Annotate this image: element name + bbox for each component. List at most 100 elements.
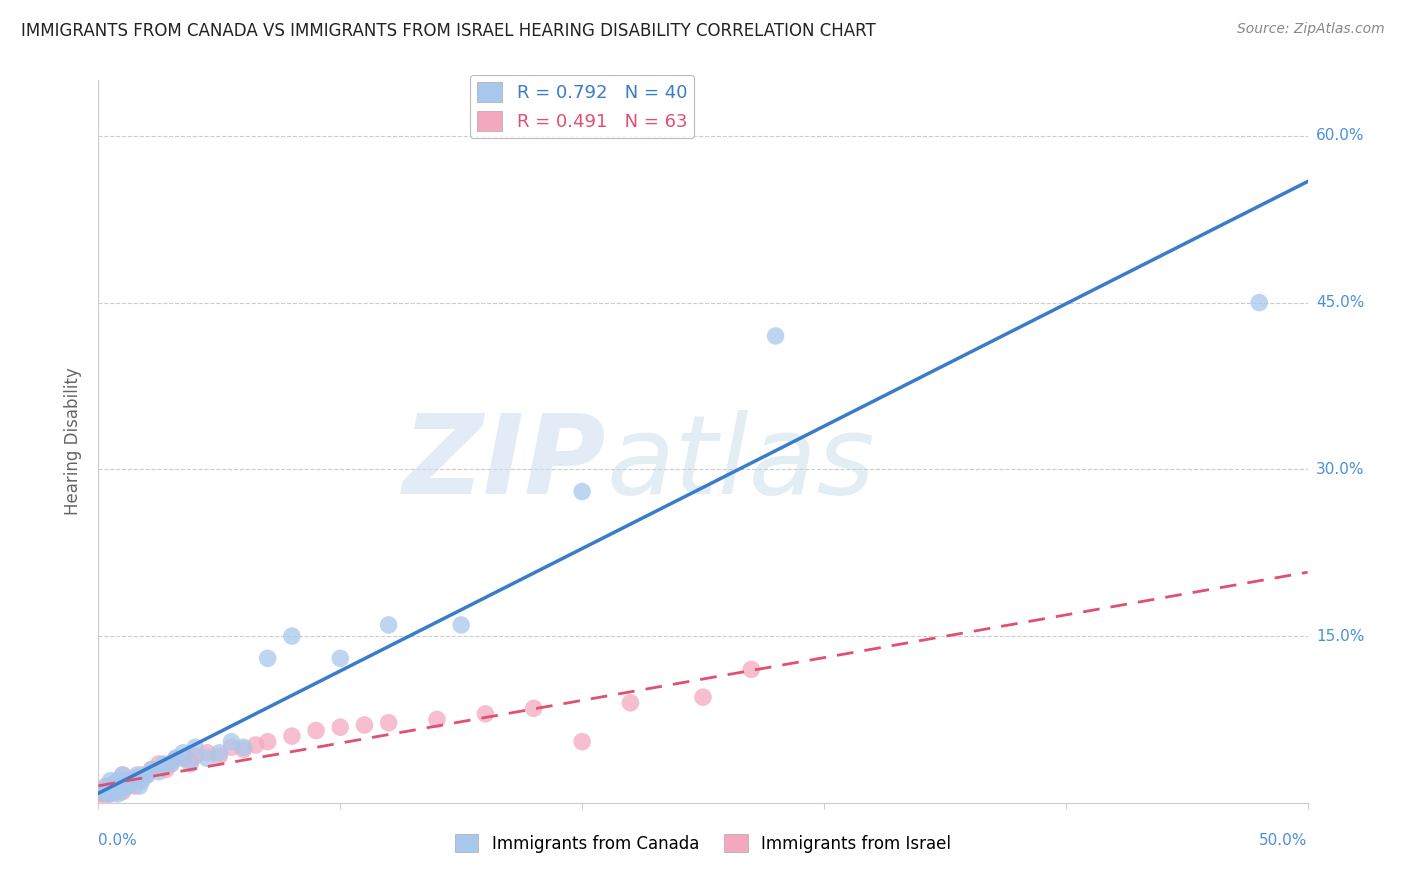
Point [111,768,134,782]
Point [256,734,278,748]
Point [141,763,163,777]
Point [474,706,496,721]
Point [118,773,141,788]
Point [281,729,304,743]
Point [135,768,157,782]
Point [377,618,399,632]
Point [111,782,134,797]
Point [195,746,218,760]
Point [104,782,127,797]
Point [124,779,146,793]
Point [619,696,641,710]
Point [692,690,714,705]
Point [184,749,207,764]
Y-axis label: Hearing Disability: Hearing Disability [65,368,83,516]
Text: Source: ZipAtlas.com: Source: ZipAtlas.com [1237,22,1385,37]
Text: ZIP: ZIP [402,409,606,516]
Point [100,782,122,797]
Point [108,782,131,797]
Point [131,768,153,782]
Point [523,701,546,715]
Point [571,484,593,499]
Point [256,651,278,665]
Point [128,779,150,793]
Point [97,782,120,797]
Point [184,740,207,755]
Point [101,785,124,799]
Point [90,785,112,799]
Point [765,329,787,343]
Point [91,782,114,797]
Point [152,756,174,771]
Point [107,785,129,799]
Point [141,763,163,777]
Point [94,779,117,793]
Point [165,751,187,765]
Point [91,785,114,799]
Point [232,740,254,755]
Point [221,734,243,748]
Point [329,651,352,665]
Point [179,754,201,768]
Point [101,779,124,793]
Point [107,779,129,793]
Point [305,723,328,738]
Point [426,713,449,727]
Text: 15.0%: 15.0% [1316,629,1364,643]
Point [117,779,139,793]
Point [124,773,146,788]
Point [571,734,593,748]
Text: IMMIGRANTS FROM CANADA VS IMMIGRANTS FROM ISRAEL HEARING DISABILITY CORRELATION : IMMIGRANTS FROM CANADA VS IMMIGRANTS FRO… [21,22,876,40]
Point [100,773,122,788]
Point [97,787,120,801]
Point [104,776,127,790]
Text: 60.0%: 60.0% [1316,128,1364,144]
Point [135,768,157,782]
Point [111,768,134,782]
Point [165,751,187,765]
Point [107,779,129,793]
Point [107,773,129,788]
Point [155,763,177,777]
Point [101,782,124,797]
Point [148,764,170,779]
Point [118,776,141,790]
Point [94,787,117,801]
Point [232,742,254,756]
Point [94,782,117,797]
Point [131,773,153,788]
Point [104,776,127,790]
Point [124,772,146,786]
Point [160,756,183,771]
Point [450,618,472,632]
Point [104,782,127,797]
Text: 0.0%: 0.0% [98,833,138,848]
Point [740,662,762,676]
Point [91,787,114,801]
Point [111,779,134,793]
Point [100,787,122,801]
Text: 30.0%: 30.0% [1316,462,1364,477]
Point [221,740,243,755]
Point [208,749,231,764]
Point [100,779,122,793]
Point [179,756,201,771]
Point [94,785,117,799]
Point [108,773,131,788]
Point [281,629,304,643]
Point [91,785,114,799]
Text: 45.0%: 45.0% [1316,295,1364,310]
Point [100,779,122,793]
Point [100,785,122,799]
Point [195,751,218,765]
Point [353,718,375,732]
Point [97,787,120,801]
Point [172,751,194,765]
Point [108,776,131,790]
Point [117,779,139,793]
Point [111,785,134,799]
Point [245,738,267,752]
Point [97,785,120,799]
Point [101,785,124,799]
Point [148,756,170,771]
